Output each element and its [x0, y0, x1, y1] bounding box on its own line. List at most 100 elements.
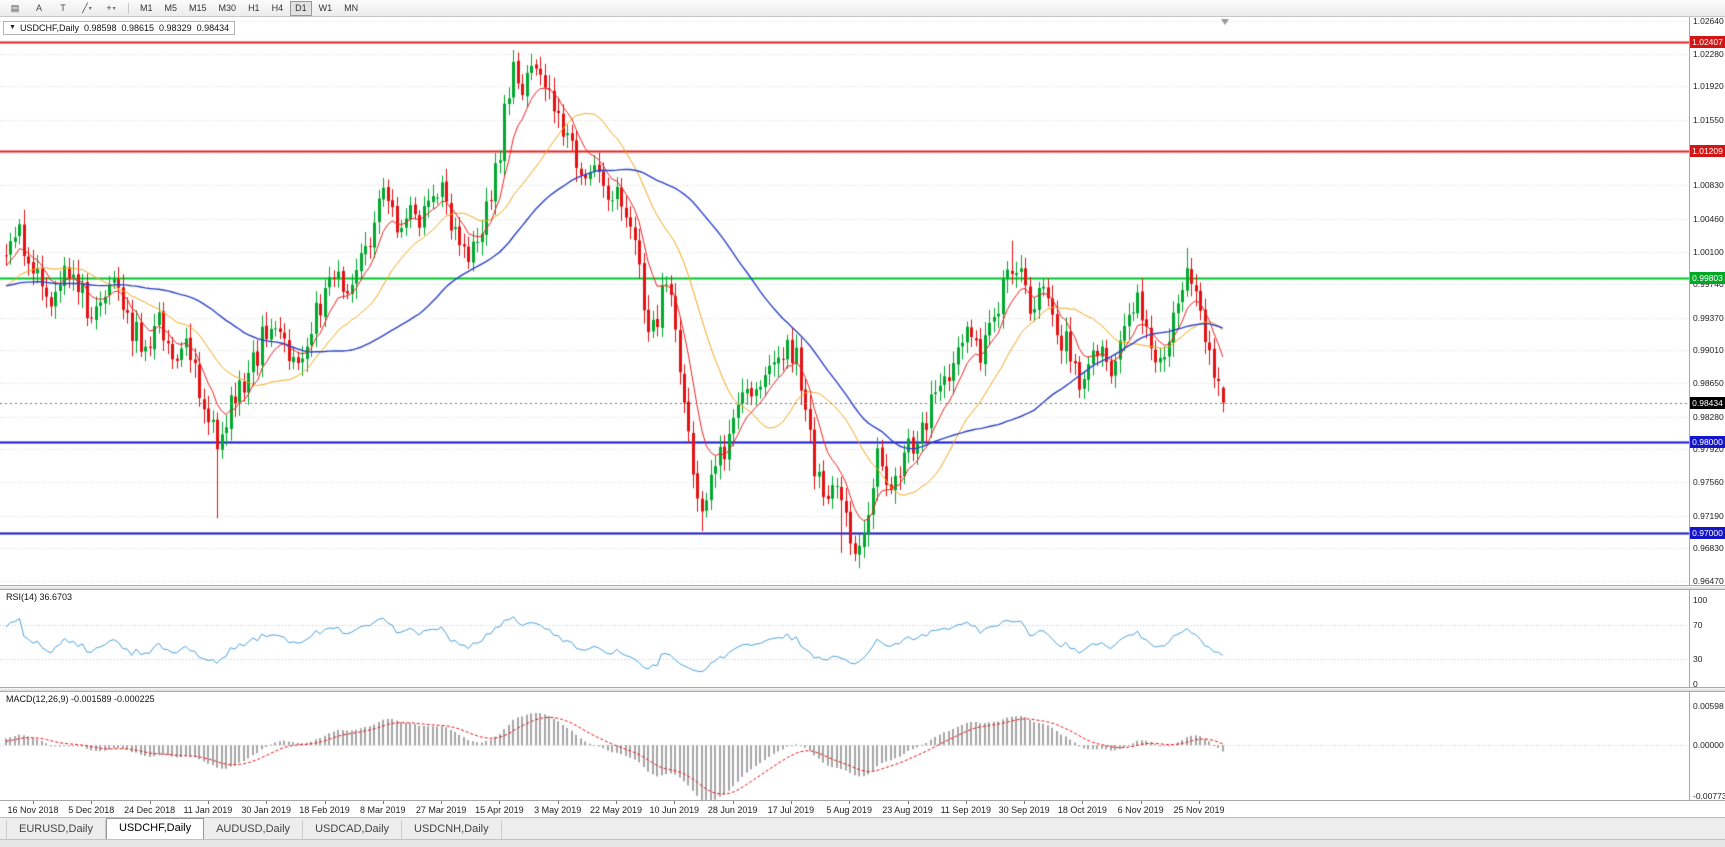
timeframe-button-group: M1 M5 M15 M30 H1 H4 D1 W1 MN — [134, 0, 364, 16]
ohlc-close: 0.98434 — [196, 23, 230, 33]
crosshair-button[interactable]: + ▾ — [100, 0, 122, 16]
price-tick-label: 1.01920 — [1693, 81, 1724, 92]
date-tick — [149, 801, 151, 804]
macd-tick-label: 0.00598 — [1693, 701, 1724, 711]
price-scale[interactable]: 1.026401.022801.019201.015501.011901.008… — [1689, 17, 1725, 800]
date-tick — [732, 801, 734, 804]
price-tick-label: 1.00460 — [1693, 213, 1724, 224]
price-tick-label: 0.99370 — [1693, 312, 1724, 323]
date-tick — [1199, 801, 1200, 804]
price-tick-label: 1.02280 — [1693, 48, 1724, 59]
price-tick-label: 0.96470 — [1693, 576, 1724, 586]
macd-indicator-label: MACD(12,26,9) -0.001589 -0.000225 — [4, 694, 157, 704]
price-tick-label: 0.97190 — [1693, 510, 1724, 521]
price-tick-label: 0.98650 — [1693, 378, 1724, 389]
hline-price-tag: 0.99803 — [1690, 272, 1725, 285]
text-tool-button[interactable]: T — [52, 0, 74, 16]
macd-tick-label: 0.00000 — [1693, 740, 1724, 751]
price-tick-label: 1.02640 — [1693, 17, 1724, 26]
date-label: 16 Nov 2018 — [7, 805, 59, 815]
rsi-indicator-label: RSI(14) 36.6703 — [4, 592, 75, 602]
date-label: 6 Nov 2019 — [1117, 805, 1164, 815]
date-tick — [790, 801, 792, 804]
date-tick — [1140, 801, 1142, 804]
date-label: 23 Aug 2019 — [882, 805, 933, 815]
date-label: 3 May 2019 — [534, 805, 582, 815]
rsi-tick-label: 0 — [1693, 679, 1698, 689]
hline-price-tag: 0.97000 — [1690, 526, 1725, 539]
date-label: 10 Jun 2019 — [649, 805, 700, 815]
date-tick — [557, 801, 559, 804]
timeframe-button-m30[interactable]: M30 — [218, 2, 237, 13]
charts-list-icon: ▤ — [10, 2, 20, 13]
price-tick-label: 0.97920 — [1693, 444, 1724, 455]
chart-surface[interactable] — [0, 17, 1689, 800]
status-strip — [0, 839, 1725, 847]
price-tick-label: 1.00830 — [1693, 180, 1724, 191]
timeframe-button-mn[interactable]: MN — [344, 2, 359, 13]
bid-price-tag: 0.98434 — [1690, 396, 1725, 409]
chart-dropdown-icon[interactable]: ▼ — [9, 24, 16, 31]
date-label: 28 Jun 2019 — [707, 805, 758, 815]
date-tick — [91, 801, 93, 804]
timeframe-button-h4[interactable]: H4 — [271, 2, 284, 13]
date-label: 11 Jan 2019 — [183, 805, 233, 815]
price-tick-label: 0.98280 — [1693, 411, 1724, 422]
chart-ohlc-box[interactable]: ▼ USDCHF,Daily 0.98598 0.98615 0.98329 0… — [3, 21, 236, 35]
date-axis[interactable]: 16 Nov 2018 5 Dec 2018 24 Dec 2018 11 Jan 2… — [0, 800, 1725, 817]
date-tick — [207, 801, 209, 804]
date-label: 30 Sep 2019 — [998, 805, 1050, 815]
date-label: 22 May 2019 — [589, 805, 643, 815]
timeframe-button-m5[interactable]: M5 — [164, 2, 178, 13]
date-tick — [499, 801, 501, 804]
date-label: 27 Mar 2019 — [415, 805, 467, 815]
timeframe-button-w1[interactable]: W1 — [318, 2, 333, 13]
hline-price-tag: 1.01209 — [1690, 144, 1725, 157]
chart-tab-audusd-daily[interactable]: AUDUSD,Daily — [204, 820, 304, 839]
date-tick — [674, 801, 676, 804]
date-label: 17 Jul 2019 — [767, 805, 815, 815]
date-label: 5 Aug 2019 — [826, 805, 872, 815]
timeframe-button-m15[interactable]: M15 — [189, 2, 207, 13]
chart-tab-bar: EURUSD,Daily USDCHF,Daily AUDUSD,Daily USDC… — [0, 817, 1725, 839]
date-tick — [441, 801, 443, 804]
ohlc-open: 0.98598 — [83, 23, 117, 33]
date-tick — [1024, 801, 1026, 804]
trendline-icon: ╱ — [82, 2, 88, 13]
rsi-tick-label: 70 — [1693, 620, 1703, 631]
date-label: 18 Oct 2019 — [1057, 805, 1107, 815]
cursor-tool-button[interactable]: A — [28, 0, 50, 16]
dropdown-arrow-icon: ▾ — [112, 5, 116, 12]
charts-list-button[interactable]: ▤ — [4, 0, 26, 16]
price-tick-label: 0.96830 — [1693, 543, 1724, 554]
ohlc-high: 0.98615 — [121, 23, 155, 33]
date-label: 11 Sep 2019 — [940, 805, 991, 815]
chart-tab-usdcnh-daily[interactable]: USDCNH,Daily — [402, 820, 502, 839]
draw-tools-button[interactable]: ╱ ▾ — [76, 0, 98, 16]
cursor-a-icon: A — [35, 3, 42, 13]
chart-tab-usdchf-daily[interactable]: USDCHF,Daily — [105, 818, 205, 839]
date-tick — [965, 801, 967, 804]
date-label: 30 Jan 2019 — [241, 805, 291, 815]
timeframe-button-h1[interactable]: H1 — [248, 2, 260, 13]
macd-tick-label: -0.00773 — [1693, 791, 1725, 800]
dropdown-arrow-icon: ▾ — [88, 5, 92, 12]
date-label: 25 Nov 2019 — [1173, 805, 1225, 815]
timeframe-button-d1[interactable]: D1 — [290, 0, 312, 16]
price-tick-label: 1.00100 — [1693, 246, 1724, 257]
date-label: 15 Apr 2019 — [475, 805, 524, 815]
price-tick-label: 0.97560 — [1693, 477, 1724, 488]
date-tick — [907, 801, 909, 804]
date-tick — [849, 801, 851, 804]
date-tick — [1082, 801, 1084, 804]
timeframe-button-m1[interactable]: M1 — [140, 2, 153, 13]
rsi-tick-label: 30 — [1693, 653, 1703, 664]
pane-separator-macd[interactable] — [0, 687, 1725, 692]
chart-tab-eurusd-daily[interactable]: EURUSD,Daily — [6, 820, 106, 839]
toolbar-icon-group: ▤ A T ╱ ▾ + ▾ — [3, 0, 123, 16]
chart-tab-usdcad-daily[interactable]: USDCAD,Daily — [303, 820, 403, 839]
date-label: 5 Dec 2018 — [68, 805, 115, 815]
toolbar-separator — [128, 2, 129, 14]
pane-separator-rsi[interactable] — [0, 585, 1725, 590]
date-tick — [33, 801, 34, 804]
